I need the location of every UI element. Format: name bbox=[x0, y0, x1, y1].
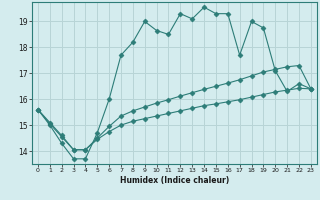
X-axis label: Humidex (Indice chaleur): Humidex (Indice chaleur) bbox=[120, 176, 229, 185]
